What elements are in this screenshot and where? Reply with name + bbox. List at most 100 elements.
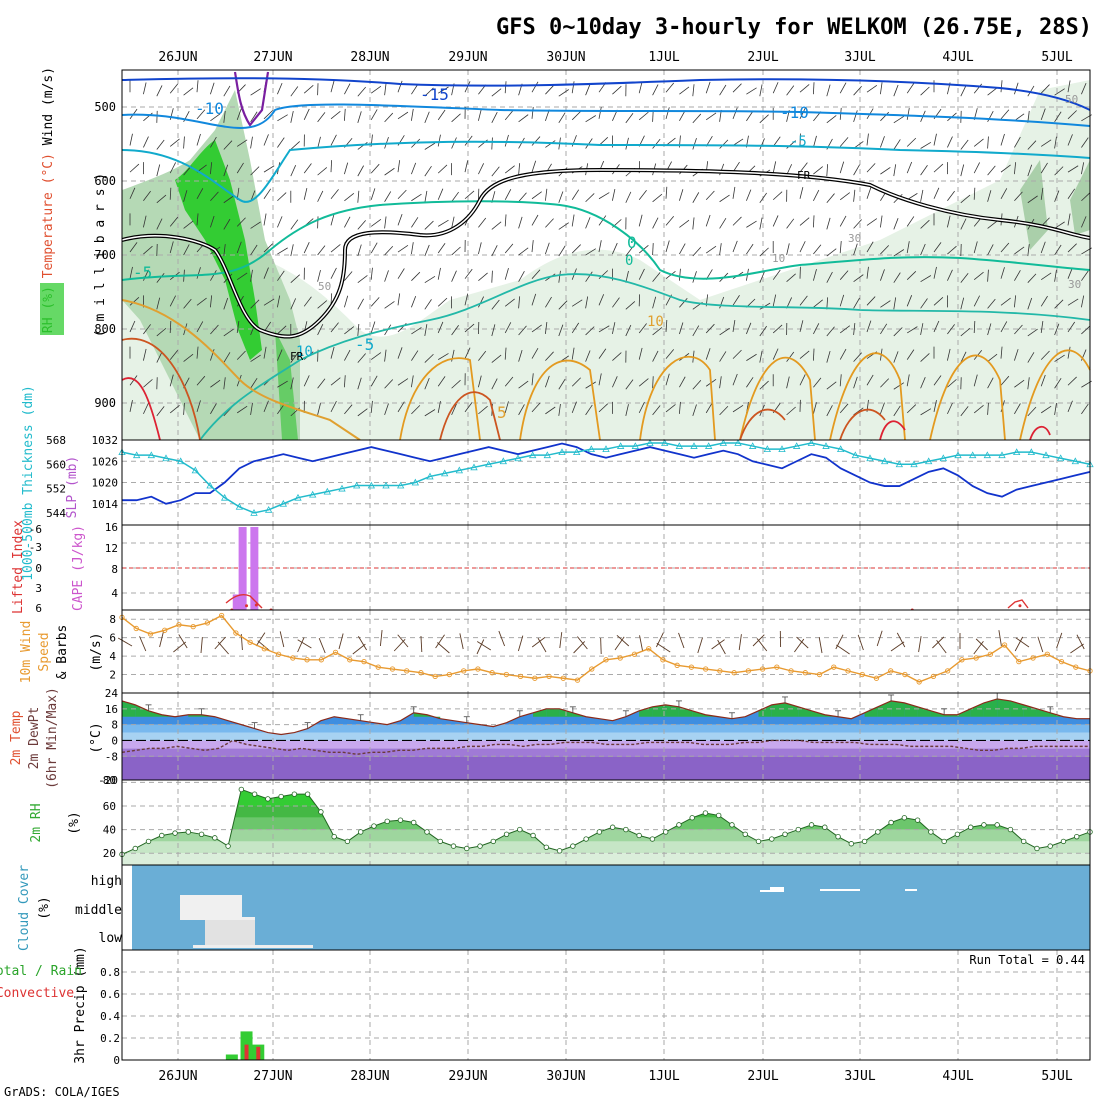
wind-barb xyxy=(317,378,326,389)
wind-barb xyxy=(411,271,421,281)
li-point xyxy=(1018,604,1022,608)
wind-barb xyxy=(517,635,524,652)
wind-barb xyxy=(424,165,432,177)
thickness-marker xyxy=(1027,448,1036,456)
wind-barb xyxy=(1027,297,1033,310)
wind-barb xyxy=(585,381,596,389)
wind-barb xyxy=(665,404,676,413)
wind-barb xyxy=(732,138,744,146)
wind-speed-marker xyxy=(517,673,524,680)
wind-barb xyxy=(1081,162,1085,175)
wind-barb xyxy=(799,187,804,199)
wind-barb xyxy=(920,86,930,96)
wind-barb xyxy=(772,82,779,94)
rh-marker xyxy=(357,829,364,835)
wind-barb xyxy=(437,353,449,360)
wind-barb xyxy=(545,140,556,148)
wind-barb xyxy=(491,245,498,257)
rh-marker xyxy=(822,824,828,830)
wind-barb xyxy=(196,375,206,386)
wind-barb xyxy=(918,636,922,653)
wind-barb xyxy=(255,632,266,647)
wind-speed-marker xyxy=(233,630,239,636)
wind-barb xyxy=(196,188,204,199)
temp-line xyxy=(121,698,1090,736)
wind-barb xyxy=(759,350,763,363)
wind-barb xyxy=(1067,80,1071,93)
wind-barb xyxy=(279,631,285,648)
wind-barb xyxy=(330,134,337,146)
wind-barb xyxy=(357,111,362,123)
wind-barb xyxy=(813,189,820,201)
wind-barb xyxy=(156,351,163,363)
wind-barb xyxy=(759,380,769,390)
wind-barb xyxy=(598,373,602,386)
rh-marker xyxy=(145,838,152,845)
wind-barb xyxy=(504,243,514,254)
thickness-marker xyxy=(587,445,596,453)
wind-barb xyxy=(156,194,167,204)
rh-marker xyxy=(411,819,417,826)
wind-barb xyxy=(290,164,297,177)
y-tick-label: high xyxy=(91,874,122,889)
wind-barb xyxy=(732,295,740,306)
warm-fill xyxy=(970,702,984,717)
thickness-marker xyxy=(499,457,508,465)
wind-barb xyxy=(692,84,695,97)
wind-barb xyxy=(652,243,654,256)
wind-barb xyxy=(853,219,862,229)
y-tick-label: 24 xyxy=(105,687,119,700)
wind-speed-marker xyxy=(290,655,296,661)
wind-barb xyxy=(344,108,346,121)
thickness-marker xyxy=(367,481,376,489)
contour-label: 50 xyxy=(1065,93,1078,106)
wind-speed-marker xyxy=(831,664,837,670)
wind-barb xyxy=(531,293,537,306)
wind-barb xyxy=(370,400,373,413)
wind-barb xyxy=(1081,325,1091,335)
rh-marker xyxy=(928,829,934,835)
wind-barb xyxy=(947,136,953,148)
wind-barb xyxy=(504,376,514,387)
thickness-marker xyxy=(396,481,405,489)
wind-barb xyxy=(973,374,978,387)
wind-barb xyxy=(411,162,417,175)
wind-barb xyxy=(210,295,213,308)
wind-barb xyxy=(665,215,675,226)
wind-barb xyxy=(933,400,937,412)
wind-barb xyxy=(638,214,643,227)
rh-marker xyxy=(782,831,788,838)
thickness-marker xyxy=(631,442,640,449)
date-axis-bottom: 26JUN 27JUN 28JUN 29JUN 30JUN 1JUL 2JUL 3JUL 4JU… xyxy=(158,1069,1072,1084)
wind-barb xyxy=(1000,242,1010,253)
wind-speed-marker xyxy=(717,668,723,674)
wind-barb xyxy=(987,377,994,389)
wind-barb xyxy=(290,244,294,257)
wind-barb xyxy=(263,134,269,146)
wind-barb xyxy=(531,81,539,93)
wind-barb xyxy=(537,637,547,653)
wind-barb xyxy=(987,111,994,123)
wind-barb xyxy=(625,137,629,150)
wind-barb xyxy=(1027,328,1038,337)
wind-barb xyxy=(183,402,185,415)
rh-marker xyxy=(729,822,735,828)
wind-barb xyxy=(558,222,569,230)
wind-barb xyxy=(344,83,351,95)
wind-barb xyxy=(1014,191,1023,202)
slp-tick-label: 1026 xyxy=(92,455,119,468)
wind-barb xyxy=(796,636,809,649)
wind-barb xyxy=(330,110,341,120)
wind-barb xyxy=(545,351,554,361)
wind-barb xyxy=(491,378,498,390)
wind-barb xyxy=(437,642,450,654)
thickness-marker xyxy=(646,439,654,446)
wind-barb xyxy=(679,376,686,388)
wind-barb xyxy=(1054,244,1062,256)
upper-air-panel: -15-10 -10-5-5-50051010FRFR50503010305006… xyxy=(40,67,1092,441)
wind-barb xyxy=(411,327,422,335)
wind-barb xyxy=(853,243,858,256)
wind-barb xyxy=(786,85,795,96)
wind-barb xyxy=(998,630,1002,647)
